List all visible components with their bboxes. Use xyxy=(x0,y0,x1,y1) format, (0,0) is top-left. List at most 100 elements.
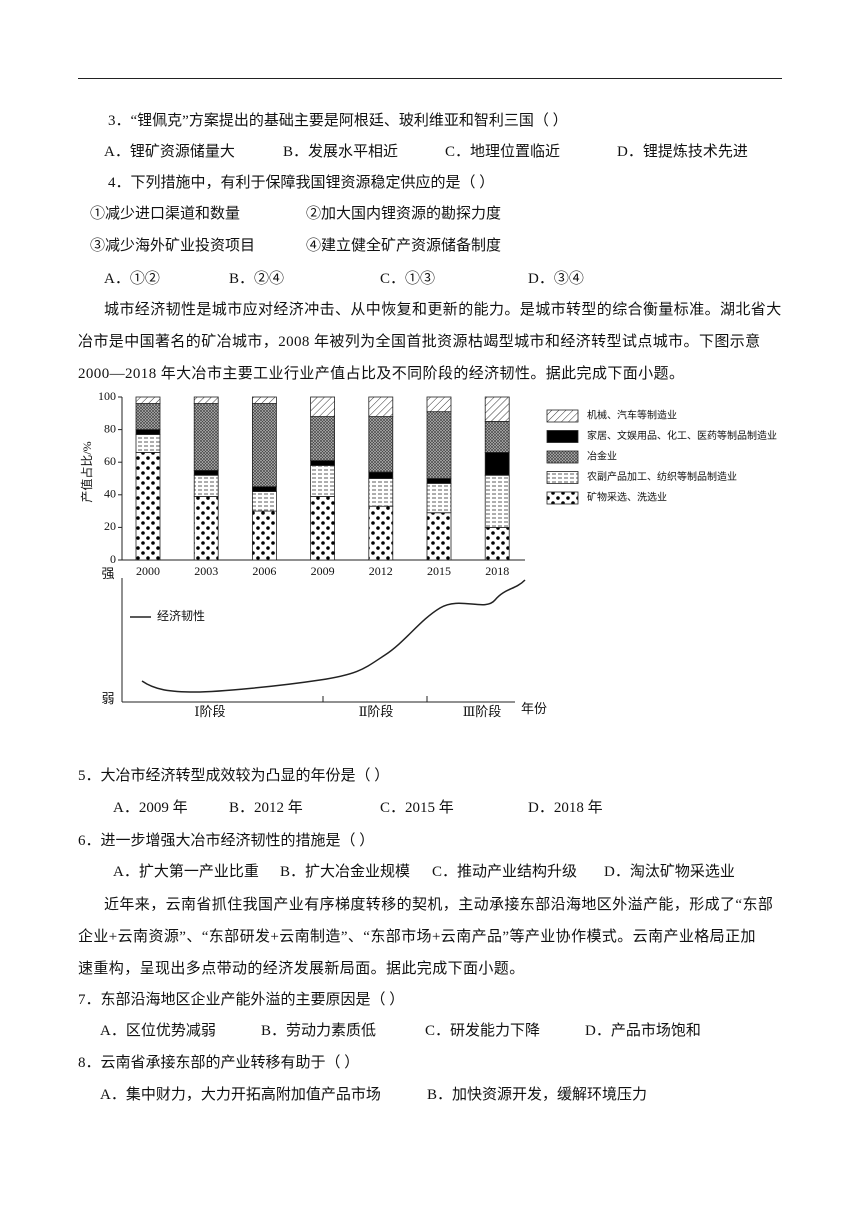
legend-swatch xyxy=(546,450,579,464)
bar-segment xyxy=(310,416,336,461)
stage-label: Ⅲ阶段 xyxy=(463,704,502,719)
x-tick-label: 2000 xyxy=(136,564,160,578)
question-stem: 4．下列措施中，有利于保障我国锂资源稳定供应的是（ ） xyxy=(108,175,495,191)
bar-segment xyxy=(135,396,161,404)
bar-segment xyxy=(193,474,219,497)
option: C．地理位置临近 xyxy=(445,144,561,160)
option: B．加快资源开发，缓解环境压力 xyxy=(427,1087,648,1103)
bar-segment xyxy=(193,469,219,476)
bar-segment xyxy=(368,478,394,507)
bar-segment xyxy=(368,396,394,417)
bar-segment xyxy=(426,396,452,413)
item: ②加大国内锂资源的勘探力度 xyxy=(306,206,502,222)
bar-segment xyxy=(135,452,161,561)
legend-label: 机械、汽车等制造业 xyxy=(587,408,677,421)
passage-line: 城市经济韧性是城市应对经济冲击、从中恢复和更新的能力。是城市转型的综合衡量标准。… xyxy=(104,302,782,318)
bar-segment xyxy=(193,403,219,471)
option: B．扩大冶金业规模 xyxy=(280,864,411,880)
question-stem: 5．大冶市经济转型成效较为凸显的年份是（ ） xyxy=(78,768,390,784)
x-tick-label: 2018 xyxy=(485,564,509,578)
passage-line: 速重构，呈现出多点带动的经济发展新局面。据此完成下面小题。 xyxy=(78,961,525,977)
stage-label: Ⅰ阶段 xyxy=(194,704,225,719)
bar-segment xyxy=(484,474,510,528)
option: A．①② xyxy=(104,271,160,287)
legend-label: 矿物采选、洗选业 xyxy=(587,490,667,503)
legend-label: 家居、文娱用品、化工、医药等制品制造业 xyxy=(587,429,777,442)
bar-segment xyxy=(484,421,510,453)
passage-line: 近年来，云南省抓住我国产业有序梯度转移的契机，主动承接东部沿海地区外溢产能，形成… xyxy=(104,897,774,913)
diagram-y-top: 强 xyxy=(101,566,114,581)
item: ④建立健全矿产资源储备制度 xyxy=(306,238,502,254)
option: C．2015 年 xyxy=(380,800,454,816)
option: B．②④ xyxy=(229,271,285,287)
stage-label: Ⅱ阶段 xyxy=(359,704,394,719)
question-stem: 7．东部沿海地区企业产能外溢的主要原因是（ ） xyxy=(78,992,405,1008)
bar-segment xyxy=(251,486,277,492)
option: D．③④ xyxy=(528,271,584,287)
passage-line: 企业+云南资源”、“东部研发+云南制造”、“东部市场+云南产品”等产业协作模式。… xyxy=(78,929,756,945)
y-tick-label: 40 xyxy=(104,487,116,501)
y-tick-label: 100 xyxy=(98,389,116,403)
option: D．锂提炼技术先进 xyxy=(617,144,748,160)
option: A．扩大第一产业比重 xyxy=(113,864,259,880)
option: C．推动产业结构升级 xyxy=(432,864,578,880)
bar-segment xyxy=(251,491,277,512)
bar-segment xyxy=(368,416,394,473)
option: D．2018 年 xyxy=(528,800,603,816)
header-rule xyxy=(78,78,782,79)
bar-segment xyxy=(310,496,336,561)
option: A．集中财力，大力开拓高附加值产品市场 xyxy=(100,1087,381,1103)
bar-segment xyxy=(426,482,452,514)
item: ①减少进口渠道和数量 xyxy=(90,206,241,222)
legend-swatch xyxy=(546,471,579,484)
option: C．①③ xyxy=(380,271,436,287)
bar-segment xyxy=(310,465,336,497)
y-axis-label: 产值占比/% xyxy=(79,441,94,502)
diagram-x-label: 年份 xyxy=(521,701,547,716)
bar-segment xyxy=(193,496,219,561)
x-tick-label: 2015 xyxy=(427,564,451,578)
option: A．锂矿资源储量大 xyxy=(104,144,235,160)
x-tick-label: 2006 xyxy=(252,564,276,578)
legend-label: 经济韧性 xyxy=(157,608,205,623)
bar-segment xyxy=(368,505,394,561)
bar-segment xyxy=(251,510,277,561)
bar-segment xyxy=(193,396,219,404)
option: D．产品市场饱和 xyxy=(585,1023,701,1039)
option: C．研发能力下降 xyxy=(425,1023,541,1039)
legend-swatch xyxy=(546,491,579,505)
legend-swatch xyxy=(546,409,579,423)
option: B．2012 年 xyxy=(229,800,303,816)
bar-segment xyxy=(426,411,452,479)
question-stem: 3．“锂佩克”方案提出的基础主要是阿根廷、玻利维亚和智利三国（ ） xyxy=(108,113,568,129)
option: B．劳动力素质低 xyxy=(261,1023,377,1039)
x-tick-label: 2012 xyxy=(369,564,393,578)
x-tick-label: 2009 xyxy=(311,564,335,578)
bar-segment xyxy=(135,429,161,435)
bar-segment xyxy=(484,527,510,561)
option: A．区位优势减弱 xyxy=(100,1023,216,1039)
bar-segment xyxy=(135,403,161,430)
y-tick-label: 0 xyxy=(110,552,116,566)
item: ③减少海外矿业投资项目 xyxy=(90,238,256,254)
diagram-y-bottom: 弱 xyxy=(101,691,114,706)
x-tick-label: 2003 xyxy=(194,564,218,578)
option: D．淘汰矿物采选业 xyxy=(604,864,735,880)
bar-segment xyxy=(310,396,336,417)
bar-segment xyxy=(310,460,336,466)
bar-segment xyxy=(135,434,161,453)
question-stem: 6．进一步增强大冶市经济韧性的措施是（ ） xyxy=(78,833,375,849)
y-tick-label: 20 xyxy=(104,519,116,533)
passage-line: 冶市是中国著名的矿冶城市，2008 年被列为全国首批资源枯竭型城市和经济转型试点… xyxy=(78,334,761,350)
bar-segment xyxy=(426,512,452,561)
resilience-curve xyxy=(141,579,526,693)
legend-label: 冶金业 xyxy=(587,449,617,462)
bar-segment xyxy=(368,471,394,479)
option: A．2009 年 xyxy=(113,800,188,816)
legend-label: 农副产品加工、纺织等制品制造业 xyxy=(587,470,737,483)
y-tick-label: 80 xyxy=(104,421,116,435)
option: B．发展水平相近 xyxy=(283,144,399,160)
bar-segment xyxy=(251,403,277,488)
